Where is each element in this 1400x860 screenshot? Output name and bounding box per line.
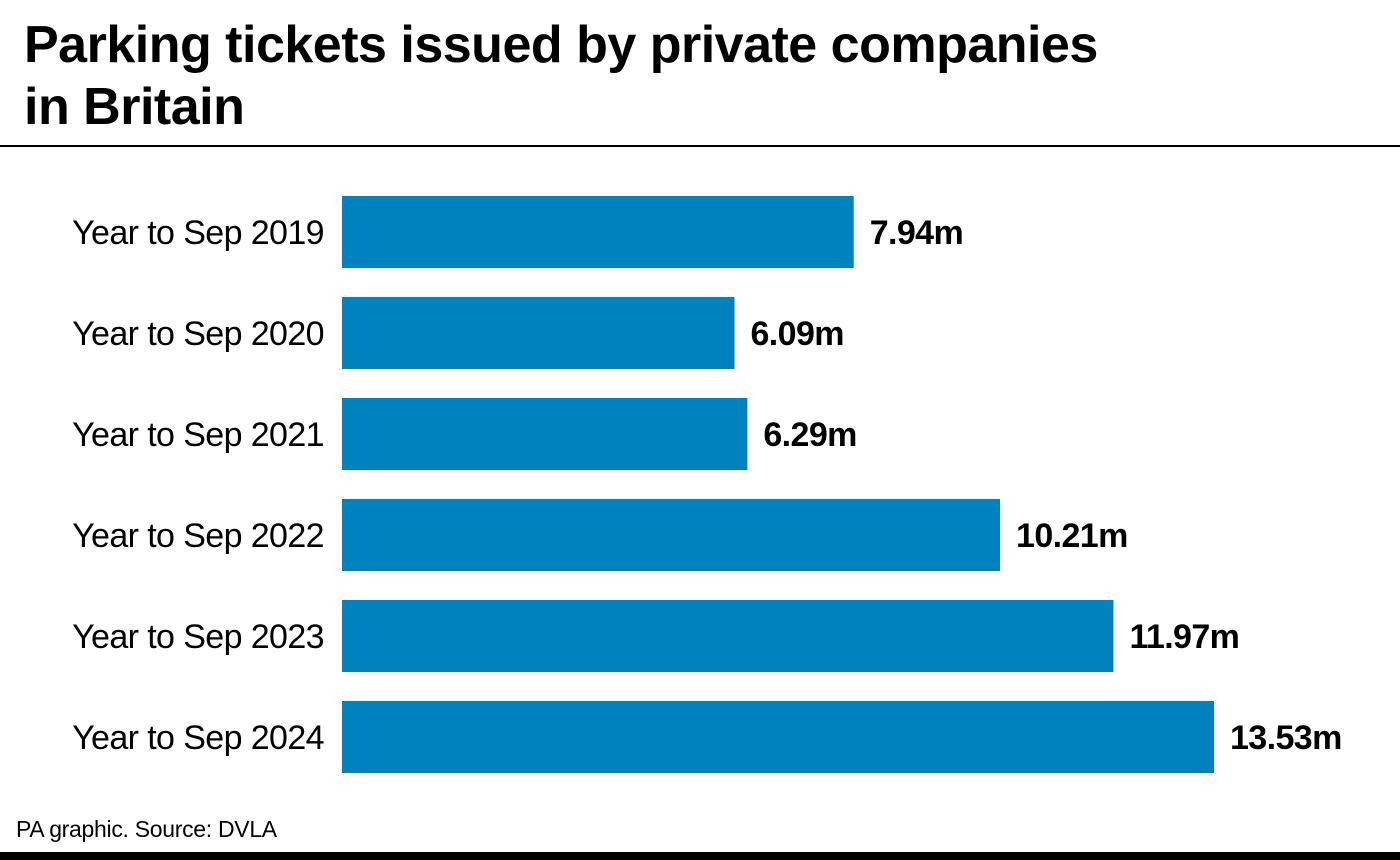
bar xyxy=(342,398,748,470)
bar xyxy=(342,600,1114,672)
title-divider xyxy=(0,145,1400,147)
chart-title-line-1: Parking tickets issued by private compan… xyxy=(24,16,1098,74)
data-label: 11.97m xyxy=(1129,618,1239,656)
data-label: 7.94m xyxy=(870,214,963,252)
chart-title-line-2: in Britain xyxy=(24,78,245,136)
data-label: 6.29m xyxy=(763,416,856,454)
bar xyxy=(342,701,1215,773)
category-label: Year to Sep 2022 xyxy=(72,517,324,555)
bar xyxy=(342,196,854,268)
category-label: Year to Sep 2021 xyxy=(72,416,324,454)
category-label: Year to Sep 2024 xyxy=(72,719,324,757)
bar xyxy=(342,297,735,369)
chart-title: Parking tickets issued by private compan… xyxy=(24,14,1098,138)
category-label: Year to Sep 2019 xyxy=(72,214,324,252)
bar xyxy=(342,499,1001,571)
data-label: 13.53m xyxy=(1230,719,1342,757)
bottom-rule xyxy=(0,852,1400,860)
category-label: Year to Sep 2023 xyxy=(72,618,324,656)
data-label: 6.09m xyxy=(751,315,844,353)
category-label: Year to Sep 2020 xyxy=(72,315,324,353)
source-note: PA graphic. Source: DVLA xyxy=(16,816,277,842)
data-label: 10.21m xyxy=(1016,517,1128,555)
